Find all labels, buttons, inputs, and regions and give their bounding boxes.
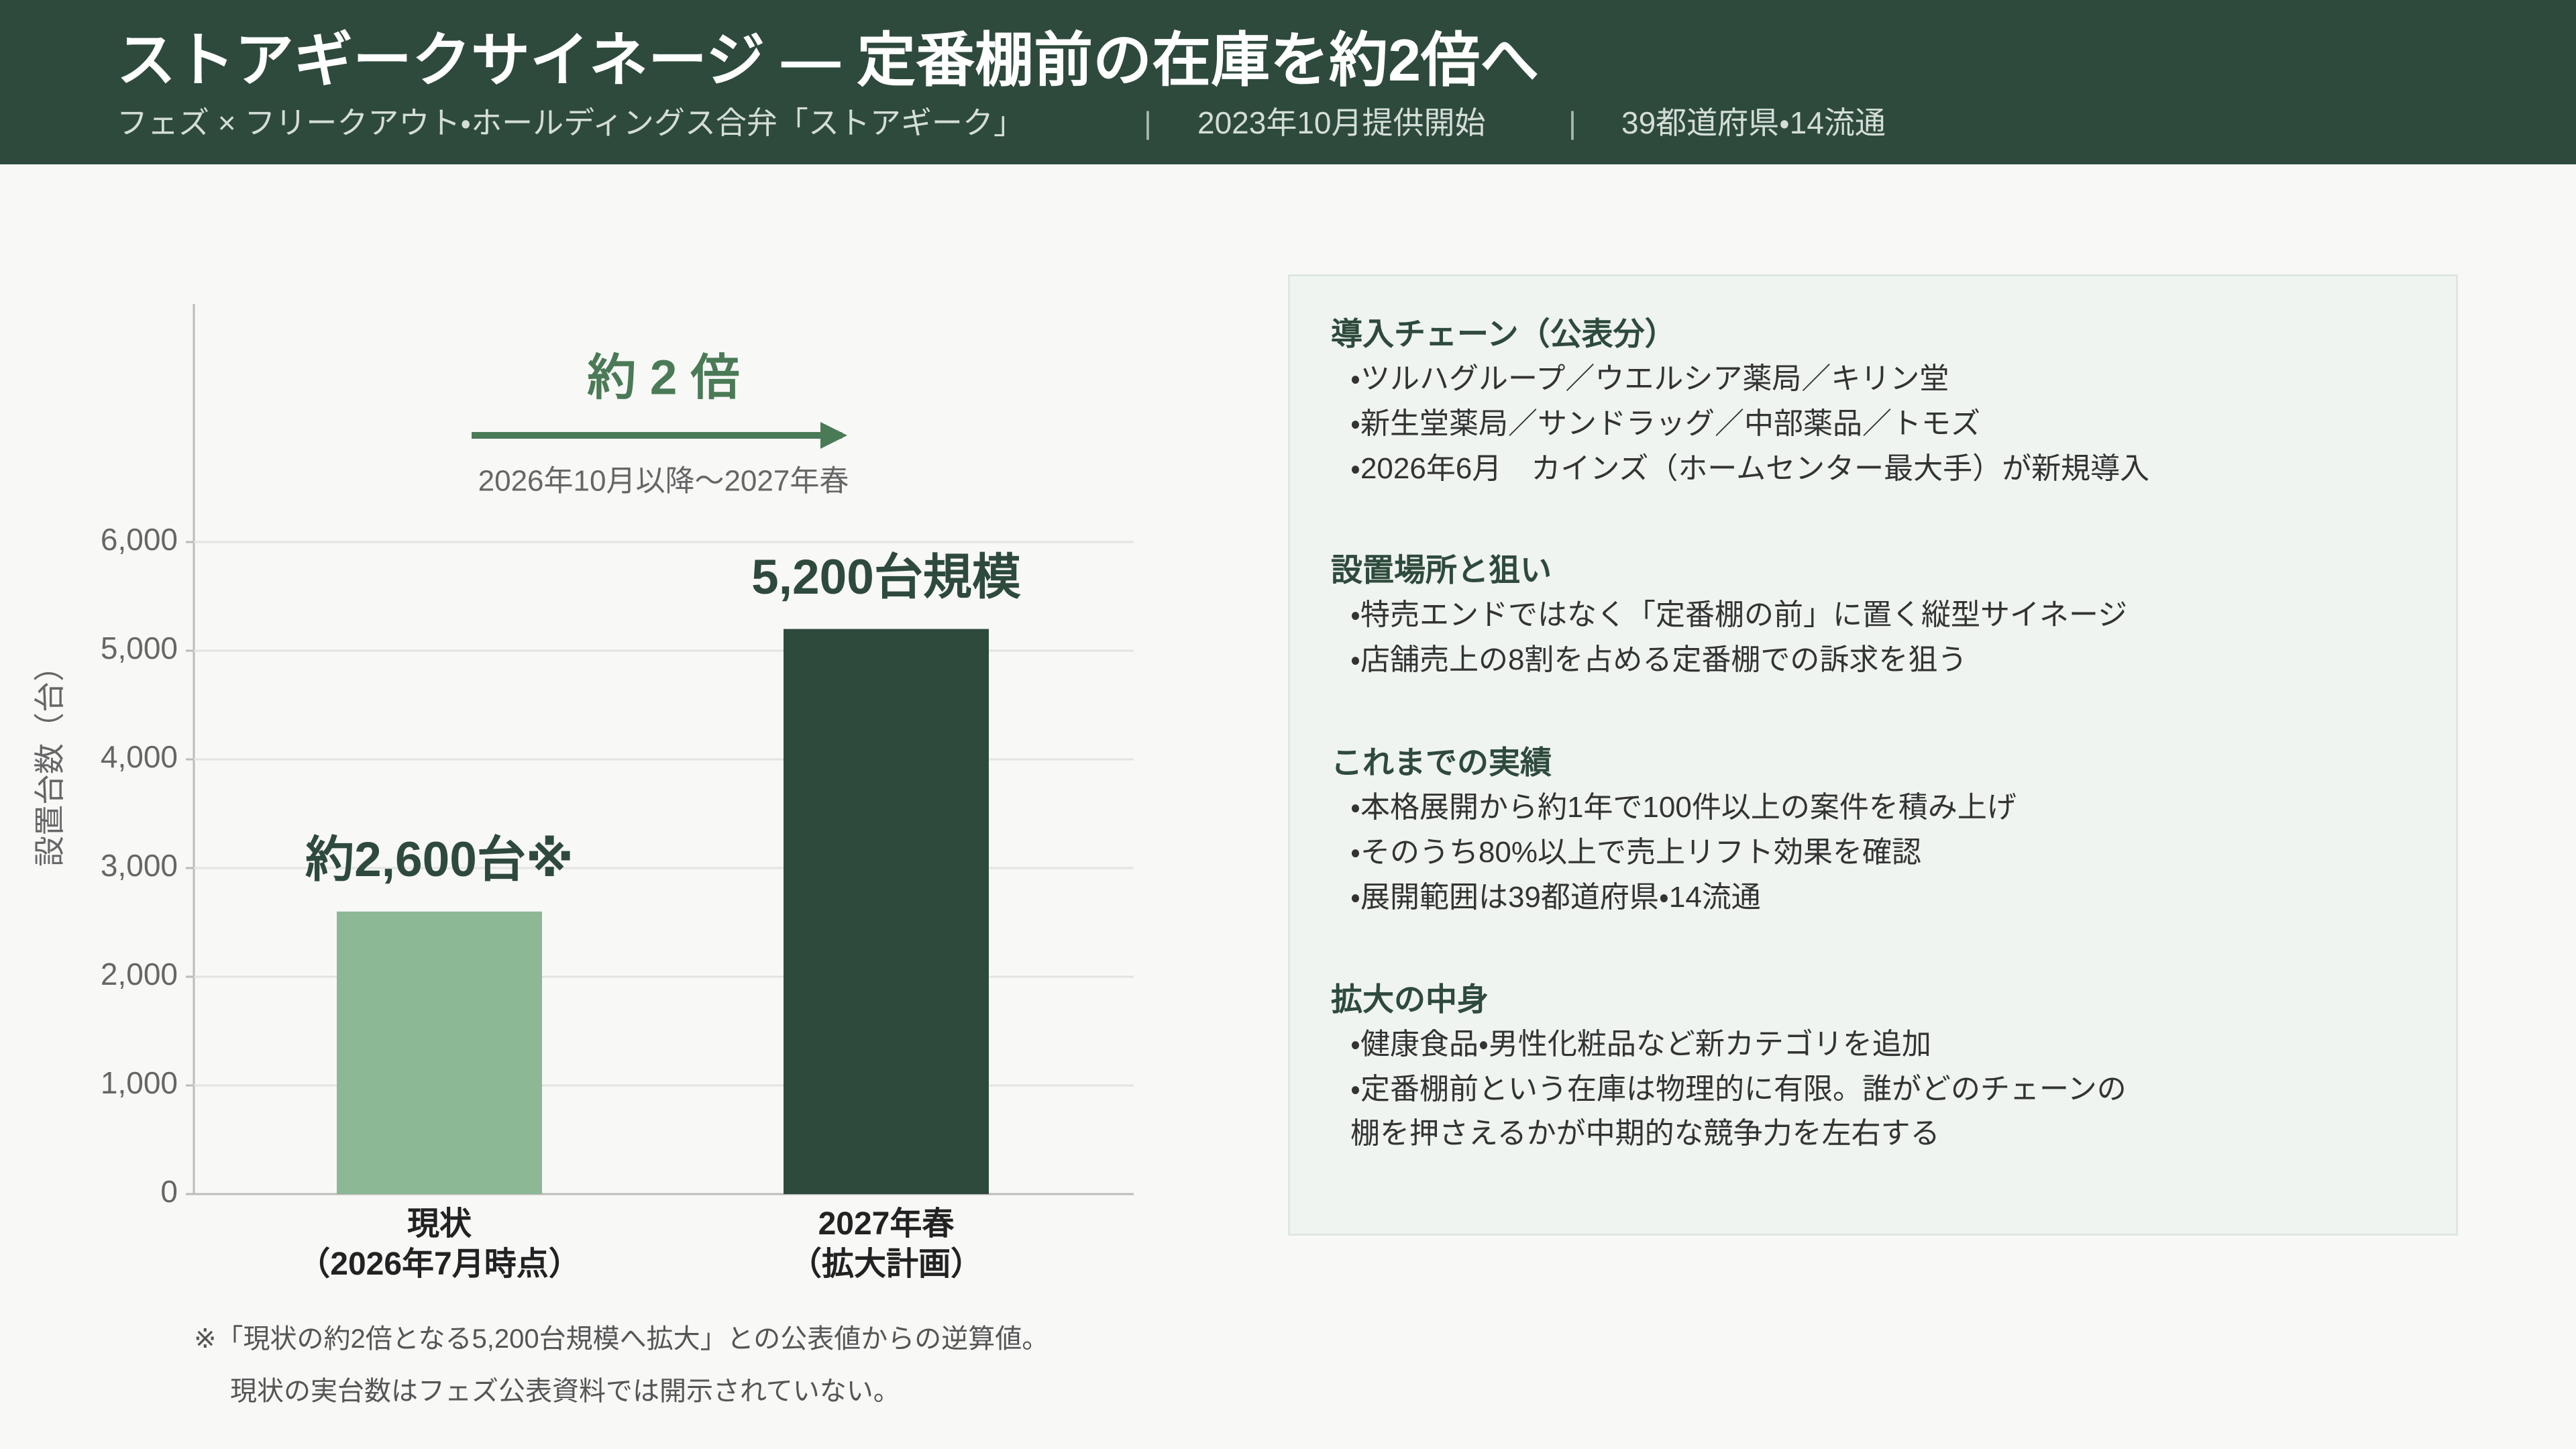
- bullet-item: ・新生堂薬局／サンドラッグ／中部薬品／トモズ: [1350, 407, 1980, 440]
- footnote: 現状の実台数はフェズ公表資料では開示されていない。: [230, 1377, 900, 1406]
- section-heading: 導入チェーン（公表分）: [1331, 316, 1676, 352]
- separator: |: [1144, 105, 1152, 140]
- y-tick-label: 1,000: [101, 1065, 178, 1100]
- bullet-item: ・特売エンドではなく「定番棚の前」に置く縦型サイネージ: [1350, 598, 2128, 631]
- subtitle-part: フェズ × フリークアウト・ホールディングス合弁「ストアギーク」: [117, 105, 1024, 140]
- section-heading: 設置場所と狙い: [1331, 552, 1552, 588]
- value-label: 約2,600台※: [305, 833, 574, 887]
- footnote: ※「現状の約2倍となる5,200台規模へ拡大」との公表値からの逆算値。: [194, 1324, 1049, 1354]
- annotation: 約 2 倍: [587, 350, 739, 405]
- y-tick-label: 4,000: [101, 739, 178, 774]
- value-label: 5,200台規模: [751, 550, 1021, 604]
- y-axis-label: 設置台数（台）: [32, 651, 67, 867]
- y-tick-label: 6,000: [101, 522, 178, 557]
- subtitle-part: 2023年10月提供開始: [1197, 105, 1486, 140]
- info-panel: 導入チェーン（公表分） ・ツルハグループ／ウエルシア薬局／キリン堂 ・新生堂薬局／サ…: [1288, 274, 2458, 1236]
- bullet-item: ・ツルハグループ／ウエルシア薬局／キリン堂: [1350, 362, 1949, 395]
- section-heading: 拡大の中身: [1331, 981, 1489, 1017]
- y-tick-label: 5,000: [101, 631, 178, 665]
- bar: [784, 629, 989, 1194]
- bullet-item: ・定番棚前という在庫は物理的に有限。誰がどのチェーンの 棚を押さえるかが中期的な…: [1350, 1073, 2127, 1150]
- x-tick-label: 2027年春 （拡大計画）: [789, 1206, 983, 1282]
- bullet-item: ・そのうち80%以上で売上リフト効果を確認: [1350, 836, 1922, 869]
- y-tick-label: 3,000: [101, 848, 178, 883]
- header: ストアギークサイネージ — 定番棚前の在庫を約2倍へ フェズ × フリークアウト…: [0, 0, 2576, 164]
- y-tick-label: 0: [160, 1174, 178, 1209]
- chart: 0 1,000 2,000 3,000 4,000 5,000 6,000 設置台数（台） 約 …: [32, 304, 1134, 1209]
- annotation-note: 2026年10月以降〜2027年春: [478, 465, 849, 498]
- separator: |: [1568, 105, 1576, 140]
- bullet-item: ・店舗売上の8割を占める定番棚での訴求を狙う: [1350, 643, 1968, 676]
- bullet-item: ・展開範囲は39都道府県・14流通: [1350, 881, 1761, 914]
- section-heading: これまでの実績: [1331, 745, 1552, 780]
- subtitle-part: 39都道府県・14流通: [1621, 105, 1886, 140]
- y-tick-label: 2,000: [101, 957, 178, 991]
- bullet-item: ・健康食品・男性化粧品など新カテゴリを追加: [1350, 1028, 1931, 1061]
- page-title: ストアギークサイネージ — 定番棚前の在庫を約2倍へ: [117, 27, 1540, 93]
- bullet-item: ・2026年6月 カインズ（ホームセンター最大手）が新規導入: [1350, 452, 2150, 485]
- bar: [337, 911, 542, 1194]
- x-tick-label: 現状 （2026年7月時点）: [298, 1206, 581, 1282]
- bullet-item: ・本格展開から約1年で100件以上の案件を積み上げ: [1350, 791, 2017, 824]
